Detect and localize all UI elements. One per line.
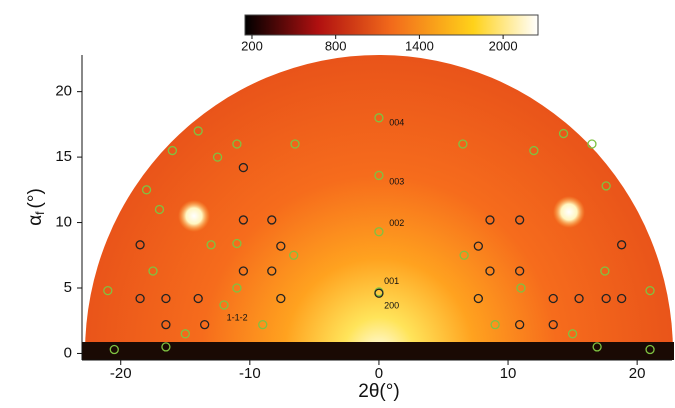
annotation: 1-1-2: [227, 312, 248, 322]
y-label-subscript: f: [33, 211, 47, 215]
colorbar: [245, 15, 538, 35]
bright-spot: [178, 200, 210, 232]
colorbar-tick-label: 1400: [405, 38, 434, 53]
annotation: 002: [389, 218, 404, 228]
bright-spot: [553, 196, 585, 228]
x-tick-label: 10: [500, 365, 517, 382]
heatmap: [85, 55, 673, 353]
x-tick-label: -10: [239, 365, 261, 382]
y-tick-label: 0: [64, 344, 72, 361]
y-label-unit: (°): [25, 188, 46, 208]
y-tick-label: 5: [64, 279, 72, 296]
y-label-symbol: α: [25, 215, 46, 226]
y-axis-label: αf (°): [25, 188, 47, 226]
annotation: 200: [384, 301, 399, 311]
y-tick-label: 20: [55, 83, 72, 100]
x-tick-label: 0: [375, 365, 383, 382]
colorbar-tick-label: 2000: [489, 38, 518, 53]
x-axis-label: 2θ(°): [358, 381, 399, 402]
annotation: 003: [389, 176, 404, 186]
y-tick-label: 15: [55, 148, 72, 165]
x-tick-label: 20: [629, 365, 646, 382]
annotation: 004: [389, 117, 404, 127]
beamstop-band: [82, 342, 674, 360]
y-tick-label: 10: [55, 214, 72, 231]
x-tick-label: -20: [110, 365, 132, 382]
annotation: 001: [384, 276, 399, 286]
peak-marker: [588, 140, 596, 148]
colorbar-tick-label: 800: [325, 38, 347, 53]
chart: 2θ(°) αf(°) -20-100102005101520200800140…: [0, 0, 675, 403]
colorbar-tick-label: 200: [241, 38, 263, 53]
